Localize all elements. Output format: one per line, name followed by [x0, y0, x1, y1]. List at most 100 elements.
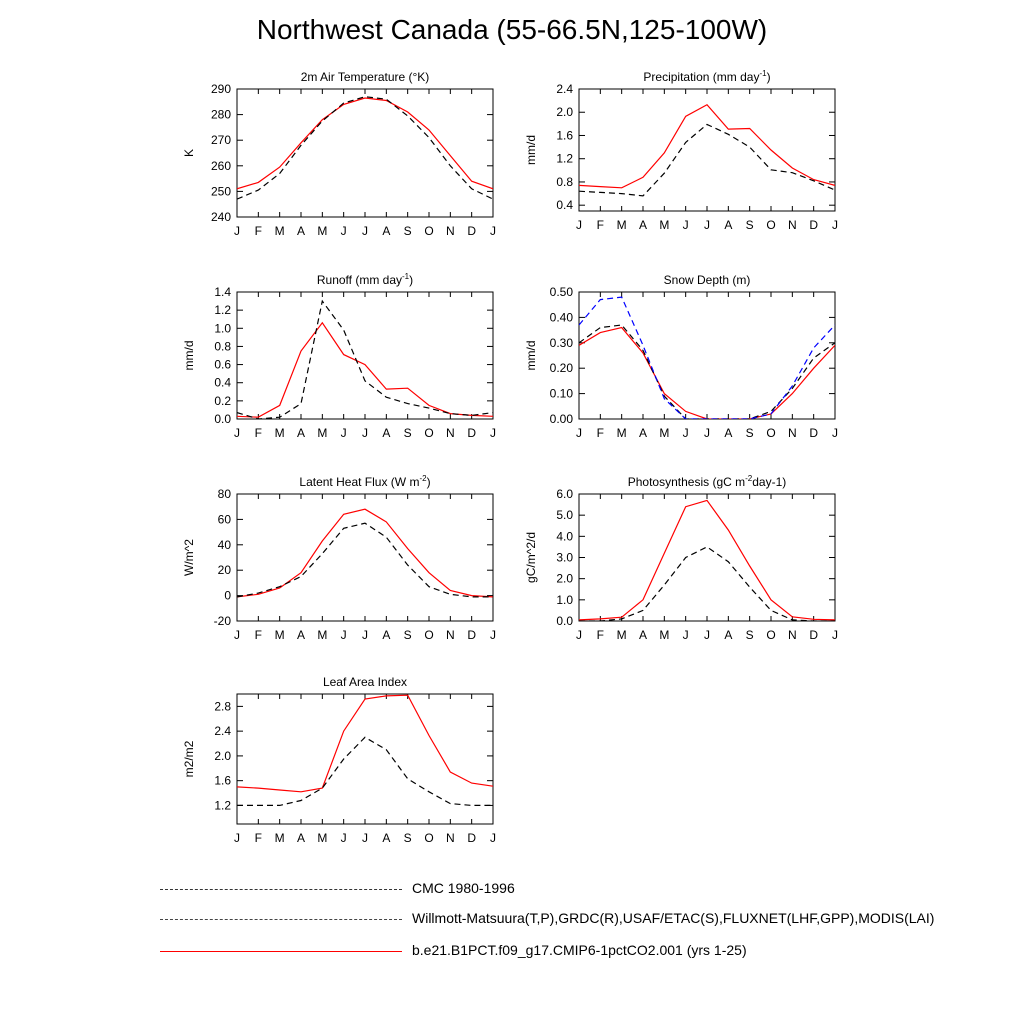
series-line-model	[579, 499, 835, 621]
x-tick-label: N	[788, 628, 797, 642]
y-tick-label: 20	[218, 563, 232, 577]
series-line-obs	[237, 299, 493, 419]
y-tick-label: 0.8	[556, 175, 573, 189]
y-tick-label: 0.6	[214, 358, 231, 372]
y-tick-label: 280	[211, 108, 231, 122]
x-tick-label: D	[809, 218, 818, 232]
x-tick-label: J	[234, 831, 240, 845]
y-tick-label: 40	[218, 538, 232, 552]
x-tick-label: M	[275, 831, 285, 845]
y-tick-label: 250	[211, 184, 231, 198]
plot-frame	[578, 291, 836, 420]
legend-line-obs	[160, 919, 402, 920]
x-tick-label: A	[724, 218, 732, 232]
y-tick-label: 0.50	[550, 285, 574, 299]
x-tick-label: S	[404, 628, 412, 642]
x-tick-label: M	[659, 628, 669, 642]
y-tick-label: 1.4	[214, 285, 231, 299]
y-axis-label: gC/m^2/d	[524, 532, 538, 583]
x-tick-label: F	[255, 628, 262, 642]
y-tick-label: 1.0	[214, 321, 231, 335]
x-tick-label: F	[597, 426, 604, 440]
x-tick-label: D	[809, 426, 818, 440]
y-tick-label: 0.10	[550, 387, 574, 401]
x-tick-label: N	[446, 426, 455, 440]
y-axis-label: m2/m2	[182, 740, 196, 777]
x-tick-label: F	[255, 831, 262, 845]
legend-line-model	[160, 951, 402, 952]
x-tick-label: F	[597, 628, 604, 642]
x-tick-label: M	[317, 628, 327, 642]
panel-title: Photosynthesis (gC m-2day-1)	[628, 474, 787, 489]
x-tick-label: J	[832, 218, 838, 232]
series-line-obs	[579, 123, 835, 197]
x-tick-label: F	[255, 224, 262, 238]
x-tick-label: A	[297, 224, 305, 238]
x-tick-label: A	[724, 426, 732, 440]
y-tick-label: 1.0	[556, 593, 573, 607]
x-tick-label: M	[659, 218, 669, 232]
panel-title: Runoff (mm day-1)	[317, 272, 413, 287]
x-tick-label: F	[255, 426, 262, 440]
plot-frame	[236, 88, 494, 218]
x-tick-label: A	[639, 628, 647, 642]
series-line-model	[579, 103, 835, 189]
x-tick-label: A	[297, 831, 305, 845]
legend-label-model: b.e21.B1PCT.f09_g17.CMIP6-1pctCO2.001 (y…	[412, 942, 747, 958]
x-tick-label: D	[809, 628, 818, 642]
y-tick-label: 1.2	[214, 303, 231, 317]
y-tick-label: 1.2	[214, 798, 231, 812]
y-tick-label: 0.0	[214, 412, 231, 426]
x-tick-label: J	[704, 426, 710, 440]
y-axis-label: mm/d	[524, 135, 538, 165]
x-tick-label: M	[317, 831, 327, 845]
plot-frame	[236, 291, 494, 420]
x-tick-label: J	[490, 224, 496, 238]
x-tick-label: D	[467, 831, 476, 845]
x-tick-label: J	[704, 218, 710, 232]
x-tick-label: J	[683, 218, 689, 232]
y-tick-label: 0.4	[214, 376, 231, 390]
x-tick-label: J	[341, 831, 347, 845]
x-tick-label: S	[746, 628, 754, 642]
x-tick-label: J	[234, 628, 240, 642]
x-tick-label: O	[766, 628, 775, 642]
x-tick-label: J	[576, 218, 582, 232]
y-axis-label: K	[182, 149, 196, 157]
x-tick-label: A	[639, 426, 647, 440]
y-axis-label: W/m^2	[182, 539, 196, 576]
y-tick-label: 60	[218, 512, 232, 526]
x-tick-label: D	[467, 224, 476, 238]
x-tick-label: J	[683, 426, 689, 440]
x-tick-label: O	[424, 426, 433, 440]
y-tick-label: 260	[211, 159, 231, 173]
y-tick-label: 1.2	[556, 152, 573, 166]
x-tick-label: N	[788, 218, 797, 232]
x-tick-label: M	[317, 224, 327, 238]
x-tick-label: A	[297, 426, 305, 440]
y-tick-label: 0.20	[550, 361, 574, 375]
y-axis-label: mm/d	[182, 341, 196, 371]
x-tick-label: A	[639, 218, 647, 232]
figure-title: Northwest Canada (55-66.5N,125-100W)	[256, 14, 768, 45]
x-tick-label: A	[382, 426, 390, 440]
x-tick-label: J	[234, 426, 240, 440]
x-tick-label: J	[362, 224, 368, 238]
x-tick-label: O	[424, 628, 433, 642]
y-tick-label: -20	[214, 614, 232, 628]
x-tick-label: M	[275, 628, 285, 642]
x-tick-label: J	[832, 426, 838, 440]
x-tick-label: J	[490, 831, 496, 845]
y-tick-label: 0.8	[214, 339, 231, 353]
x-tick-label: J	[362, 831, 368, 845]
x-tick-label: S	[746, 426, 754, 440]
x-tick-label: S	[746, 218, 754, 232]
x-tick-label: A	[724, 628, 732, 642]
x-tick-label: F	[597, 218, 604, 232]
y-tick-label: 2.8	[214, 699, 231, 713]
y-tick-label: 240	[211, 210, 231, 224]
plot-frame	[578, 88, 836, 212]
panel-0: 2m Air Temperature (°K)KJ F M A M J J A S O N D J240…	[182, 70, 496, 238]
y-tick-label: 0.40	[550, 310, 574, 324]
